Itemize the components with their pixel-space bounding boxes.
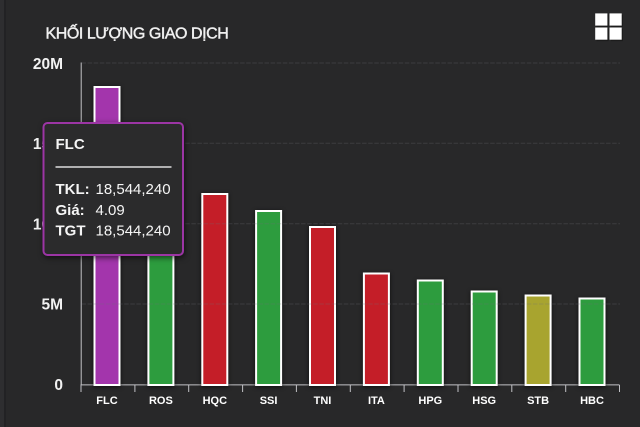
svg-text:ROS: ROS	[149, 395, 173, 407]
svg-text:TNI: TNI	[314, 395, 332, 407]
svg-text:18,544,240: 18,544,240	[96, 181, 171, 198]
svg-text:ITA: ITA	[368, 395, 385, 407]
svg-text:20M: 20M	[33, 56, 63, 73]
svg-text:SSI: SSI	[260, 395, 278, 407]
svg-text:TGT: TGT	[56, 223, 86, 240]
svg-text:FLC: FLC	[56, 136, 85, 153]
svg-text:FLC: FLC	[96, 395, 117, 407]
svg-text:Giá:: Giá:	[56, 202, 85, 219]
svg-text:KHỐI LƯỢNG GIAO DỊCH: KHỐI LƯỢNG GIAO DỊCH	[46, 23, 229, 43]
svg-text:TKL:: TKL:	[56, 181, 90, 198]
svg-text:STB: STB	[527, 395, 549, 407]
svg-text:0: 0	[54, 377, 63, 394]
svg-text:4.09: 4.09	[96, 202, 125, 219]
svg-text:HPG: HPG	[418, 395, 442, 407]
svg-text:5M: 5M	[41, 297, 63, 314]
svg-text:18,544,240: 18,544,240	[96, 223, 171, 240]
svg-text:HSG: HSG	[472, 395, 496, 407]
svg-text:HQC: HQC	[203, 395, 228, 407]
svg-text:HBC: HBC	[580, 395, 604, 407]
